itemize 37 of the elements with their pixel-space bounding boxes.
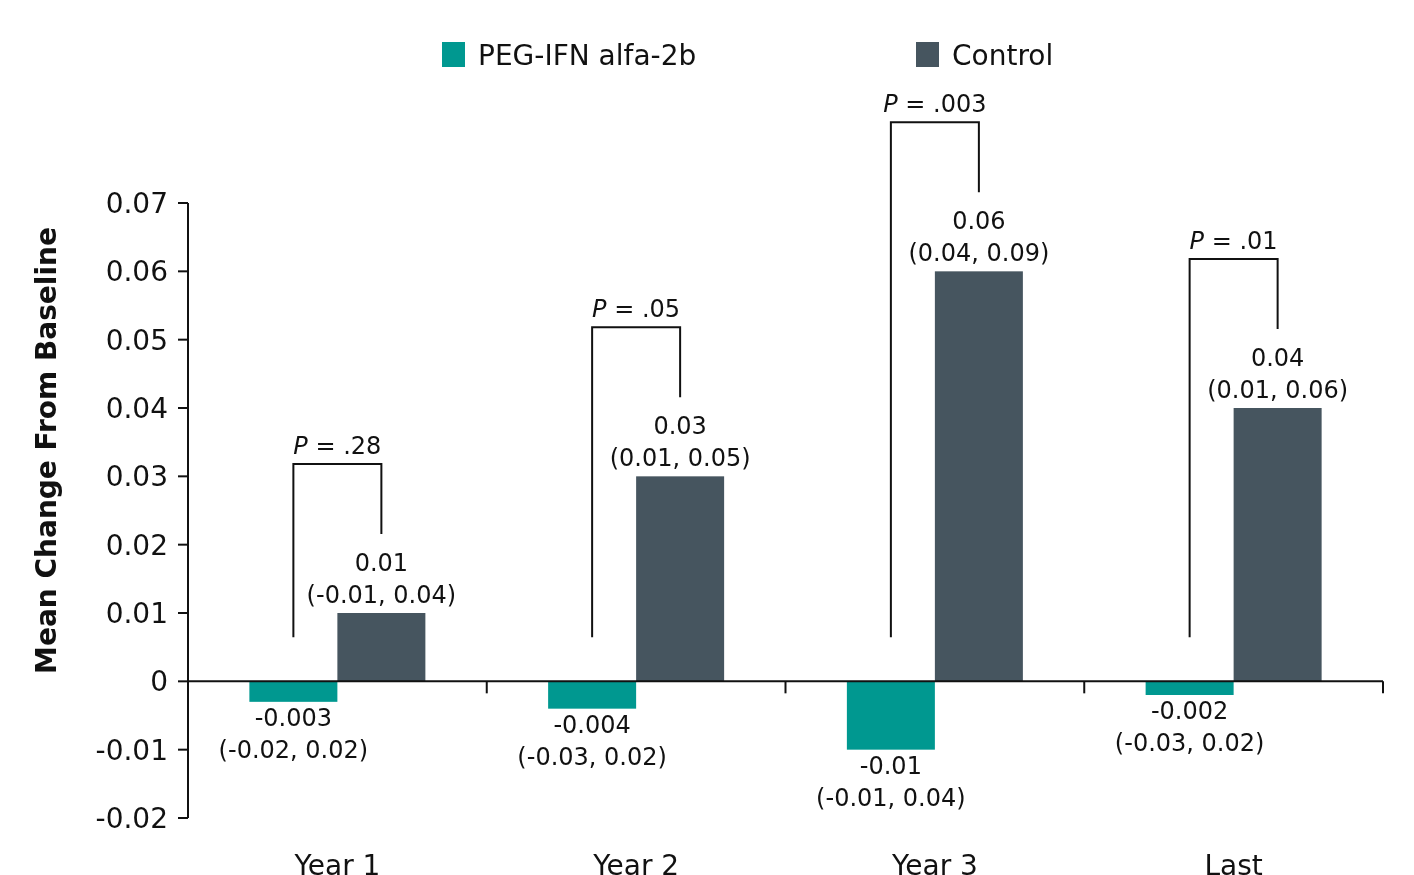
y-tick-label: 0.03 <box>105 460 168 494</box>
y-tick-label: 0.06 <box>105 255 168 289</box>
bar <box>934 271 1023 682</box>
data-label: -0.01 (-0.01, 0.04) <box>816 751 966 812</box>
bar <box>1145 681 1234 695</box>
bar <box>249 681 338 702</box>
y-tick-label: 0.02 <box>105 528 168 562</box>
bar <box>846 681 935 750</box>
annotation: P = .05 <box>592 295 681 324</box>
legend-label: PEG-IFN alfa-2b <box>478 39 697 72</box>
data-label: -0.003 (-0.02, 0.02) <box>218 703 369 764</box>
bar <box>636 476 725 682</box>
y-tick-label: 0.05 <box>105 323 168 357</box>
y-tick-label: 0.04 <box>105 392 168 425</box>
x-tick-label: Last <box>1204 849 1263 875</box>
x-tick-label: Year 3 <box>890 849 978 875</box>
y-tick-label: 0.01 <box>105 597 168 630</box>
text: P = .003 <box>883 90 987 119</box>
data-label: 0.04 (0.01, 0.06) <box>1207 344 1349 404</box>
data-label: -0.004 (-0.03, 0.02) <box>517 710 667 771</box>
bar <box>548 681 637 709</box>
data-label: 0.06 (0.04, 0.09) <box>908 207 1050 268</box>
data-label: -0.002 (-0.03, 0.02) <box>1114 697 1265 757</box>
y-tick-label: -0.02 <box>95 802 168 835</box>
x-tick-label: Year 1 <box>293 849 381 875</box>
bar <box>337 613 426 682</box>
annotation: P = .28 <box>293 432 382 460</box>
legend-label: Control <box>952 39 1054 72</box>
annotation: P = .01 <box>1189 227 1278 255</box>
y-tick-label: 0 <box>150 665 168 699</box>
data-label: 0.03 (0.01, 0.05) <box>609 412 751 473</box>
bar <box>1233 408 1322 682</box>
y-tick-label: 0.07 <box>105 187 168 220</box>
y-axis-title: Mean Change From Baseline <box>30 227 63 674</box>
x-tick-label: Year 2 <box>592 849 680 875</box>
data-label: 0.01 (-0.01, 0.04) <box>306 549 457 609</box>
y-tick-label: -0.01 <box>95 733 168 767</box>
